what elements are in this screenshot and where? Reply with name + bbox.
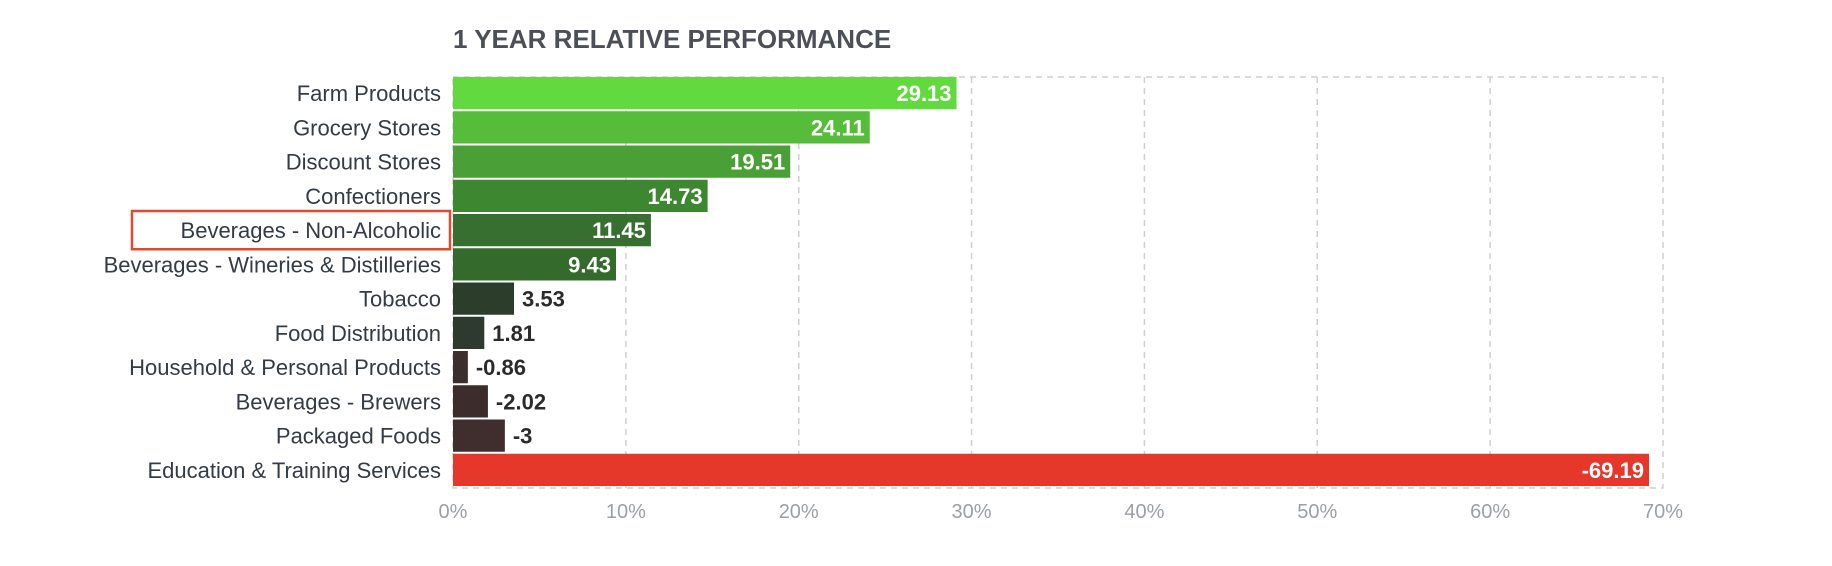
- chart-title: 1 YEAR RELATIVE PERFORMANCE: [453, 24, 891, 54]
- category-label: Beverages - Non-Alcoholic: [181, 218, 441, 243]
- value-label: -69.19: [1582, 458, 1644, 483]
- x-tick-label: 10%: [606, 501, 646, 523]
- bar: [453, 419, 505, 452]
- x-tick-label: 30%: [952, 501, 992, 523]
- value-label: 1.81: [492, 321, 535, 346]
- value-label: 29.13: [896, 81, 951, 106]
- bar: [453, 145, 791, 178]
- highlight-box: [130, 209, 452, 251]
- category-label: Education & Training Services: [148, 458, 442, 483]
- bar: [453, 77, 957, 110]
- value-label: -2.02: [496, 389, 546, 414]
- bar: [453, 111, 870, 144]
- category-label: Grocery Stores: [293, 115, 441, 140]
- bar: [453, 214, 651, 247]
- value-label: 19.51: [730, 150, 785, 175]
- bar: [453, 282, 515, 315]
- bar: [453, 351, 468, 384]
- x-tick-label: 20%: [779, 501, 819, 523]
- value-label: 9.43: [568, 252, 611, 277]
- category-label: Tobacco: [359, 287, 441, 312]
- bar: [453, 453, 1649, 486]
- category-label: Discount Stores: [286, 150, 441, 175]
- category-label: Food Distribution: [275, 321, 441, 346]
- category-label: Packaged Foods: [276, 424, 441, 449]
- category-label: Beverages - Brewers: [236, 389, 441, 414]
- category-label: Household & Personal Products: [129, 355, 441, 380]
- bar: [453, 316, 485, 349]
- x-tick-label: 50%: [1297, 501, 1337, 523]
- bar: [453, 179, 708, 212]
- x-tick-label: 60%: [1470, 501, 1510, 523]
- value-label: -0.86: [476, 355, 526, 380]
- bar: [453, 385, 488, 418]
- x-axis-ticks: 0% 10% 20% 30% 40% 50% 60% 70%: [439, 501, 1684, 523]
- value-label: 3.53: [522, 287, 565, 312]
- bars-layer: [453, 77, 1649, 486]
- x-tick-label: 0%: [439, 501, 468, 523]
- x-tick-label: 70%: [1643, 501, 1683, 523]
- value-label: -3: [513, 424, 533, 449]
- bar: [453, 248, 617, 281]
- category-label: Confectioners: [305, 184, 441, 209]
- value-label: 14.73: [648, 184, 703, 209]
- value-label: 24.11: [811, 115, 865, 140]
- value-label: 11.45: [592, 218, 646, 243]
- category-label: Beverages - Wineries & Distilleries: [104, 252, 441, 277]
- x-tick-label: 40%: [1124, 501, 1164, 523]
- labels-layer: Farm Products 29.13 Grocery Stores 24.11 Dis…: [104, 81, 1644, 483]
- category-label: Farm Products: [297, 81, 441, 106]
